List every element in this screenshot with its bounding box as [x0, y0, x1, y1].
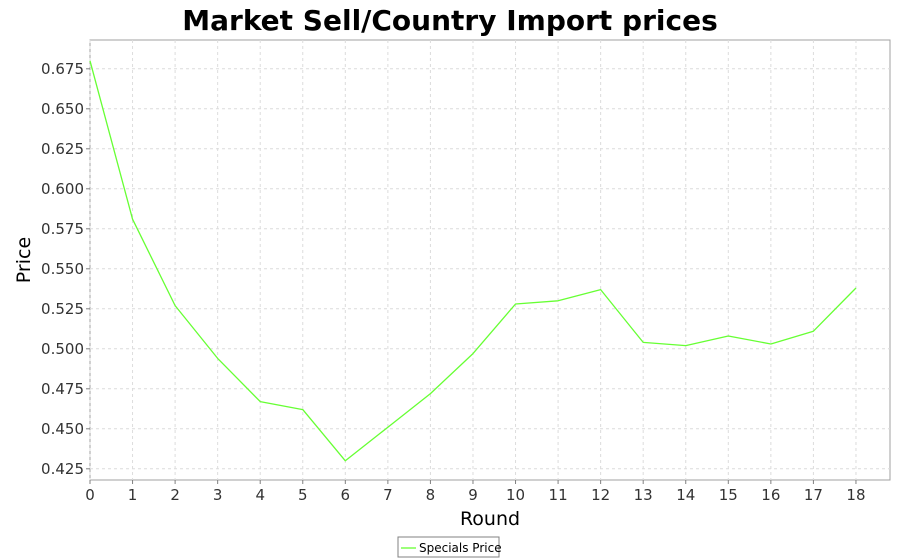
x-tick-label: 3	[213, 486, 223, 504]
x-tick-label: 4	[255, 486, 265, 504]
y-tick-label: 0.650	[41, 100, 84, 118]
y-tick-label: 0.550	[41, 260, 84, 278]
x-tick-label: 1	[128, 486, 138, 504]
y-axis-label: Price	[13, 237, 35, 283]
grid-lines	[89, 40, 890, 480]
x-tick-label: 17	[804, 486, 823, 504]
x-tick-label: 7	[383, 486, 393, 504]
y-tick-label: 0.525	[41, 300, 84, 318]
x-tick-label: 11	[549, 486, 568, 504]
y-tick-label: 0.500	[41, 340, 84, 358]
x-tick-label: 18	[846, 486, 865, 504]
legend-box	[397, 536, 500, 558]
x-tick-label: 14	[676, 486, 695, 504]
y-tick-label: 0.625	[41, 140, 84, 158]
y-tick-label: 0.450	[41, 420, 84, 438]
chart-title: Market Sell/Country Import prices	[182, 4, 718, 37]
legend: Specials Price	[397, 536, 502, 558]
y-tick-label: 0.675	[41, 60, 84, 78]
x-tick-label: 0	[85, 486, 95, 504]
y-tick-label: 0.575	[41, 220, 84, 238]
x-axis-label: Round	[460, 508, 520, 530]
series-layer	[89, 60, 857, 462]
y-tick-label: 0.475	[41, 380, 84, 398]
axes: 0.425 0.450 0.475 0.500 0.525 0.550 0.575 0.600…	[41, 60, 865, 504]
x-tick-label: 10	[506, 486, 525, 504]
x-tick-label: 16	[761, 486, 780, 504]
y-tick-label: 0.425	[41, 460, 84, 478]
x-tick-label: 9	[468, 486, 478, 504]
legend-label-specials-price: Specials Price	[419, 541, 502, 555]
x-tick-label: 5	[298, 486, 308, 504]
x-tick-label: 13	[634, 486, 653, 504]
y-tick-label: 0.600	[41, 180, 84, 198]
x-tick-label: 12	[591, 486, 610, 504]
plot-area	[89, 39, 891, 481]
x-tick-label: 15	[719, 486, 738, 504]
x-tick-label: 2	[170, 486, 180, 504]
series-line-specials-price	[89, 60, 857, 462]
x-tick-label: 6	[341, 486, 351, 504]
x-tick-label: 8	[426, 486, 436, 504]
